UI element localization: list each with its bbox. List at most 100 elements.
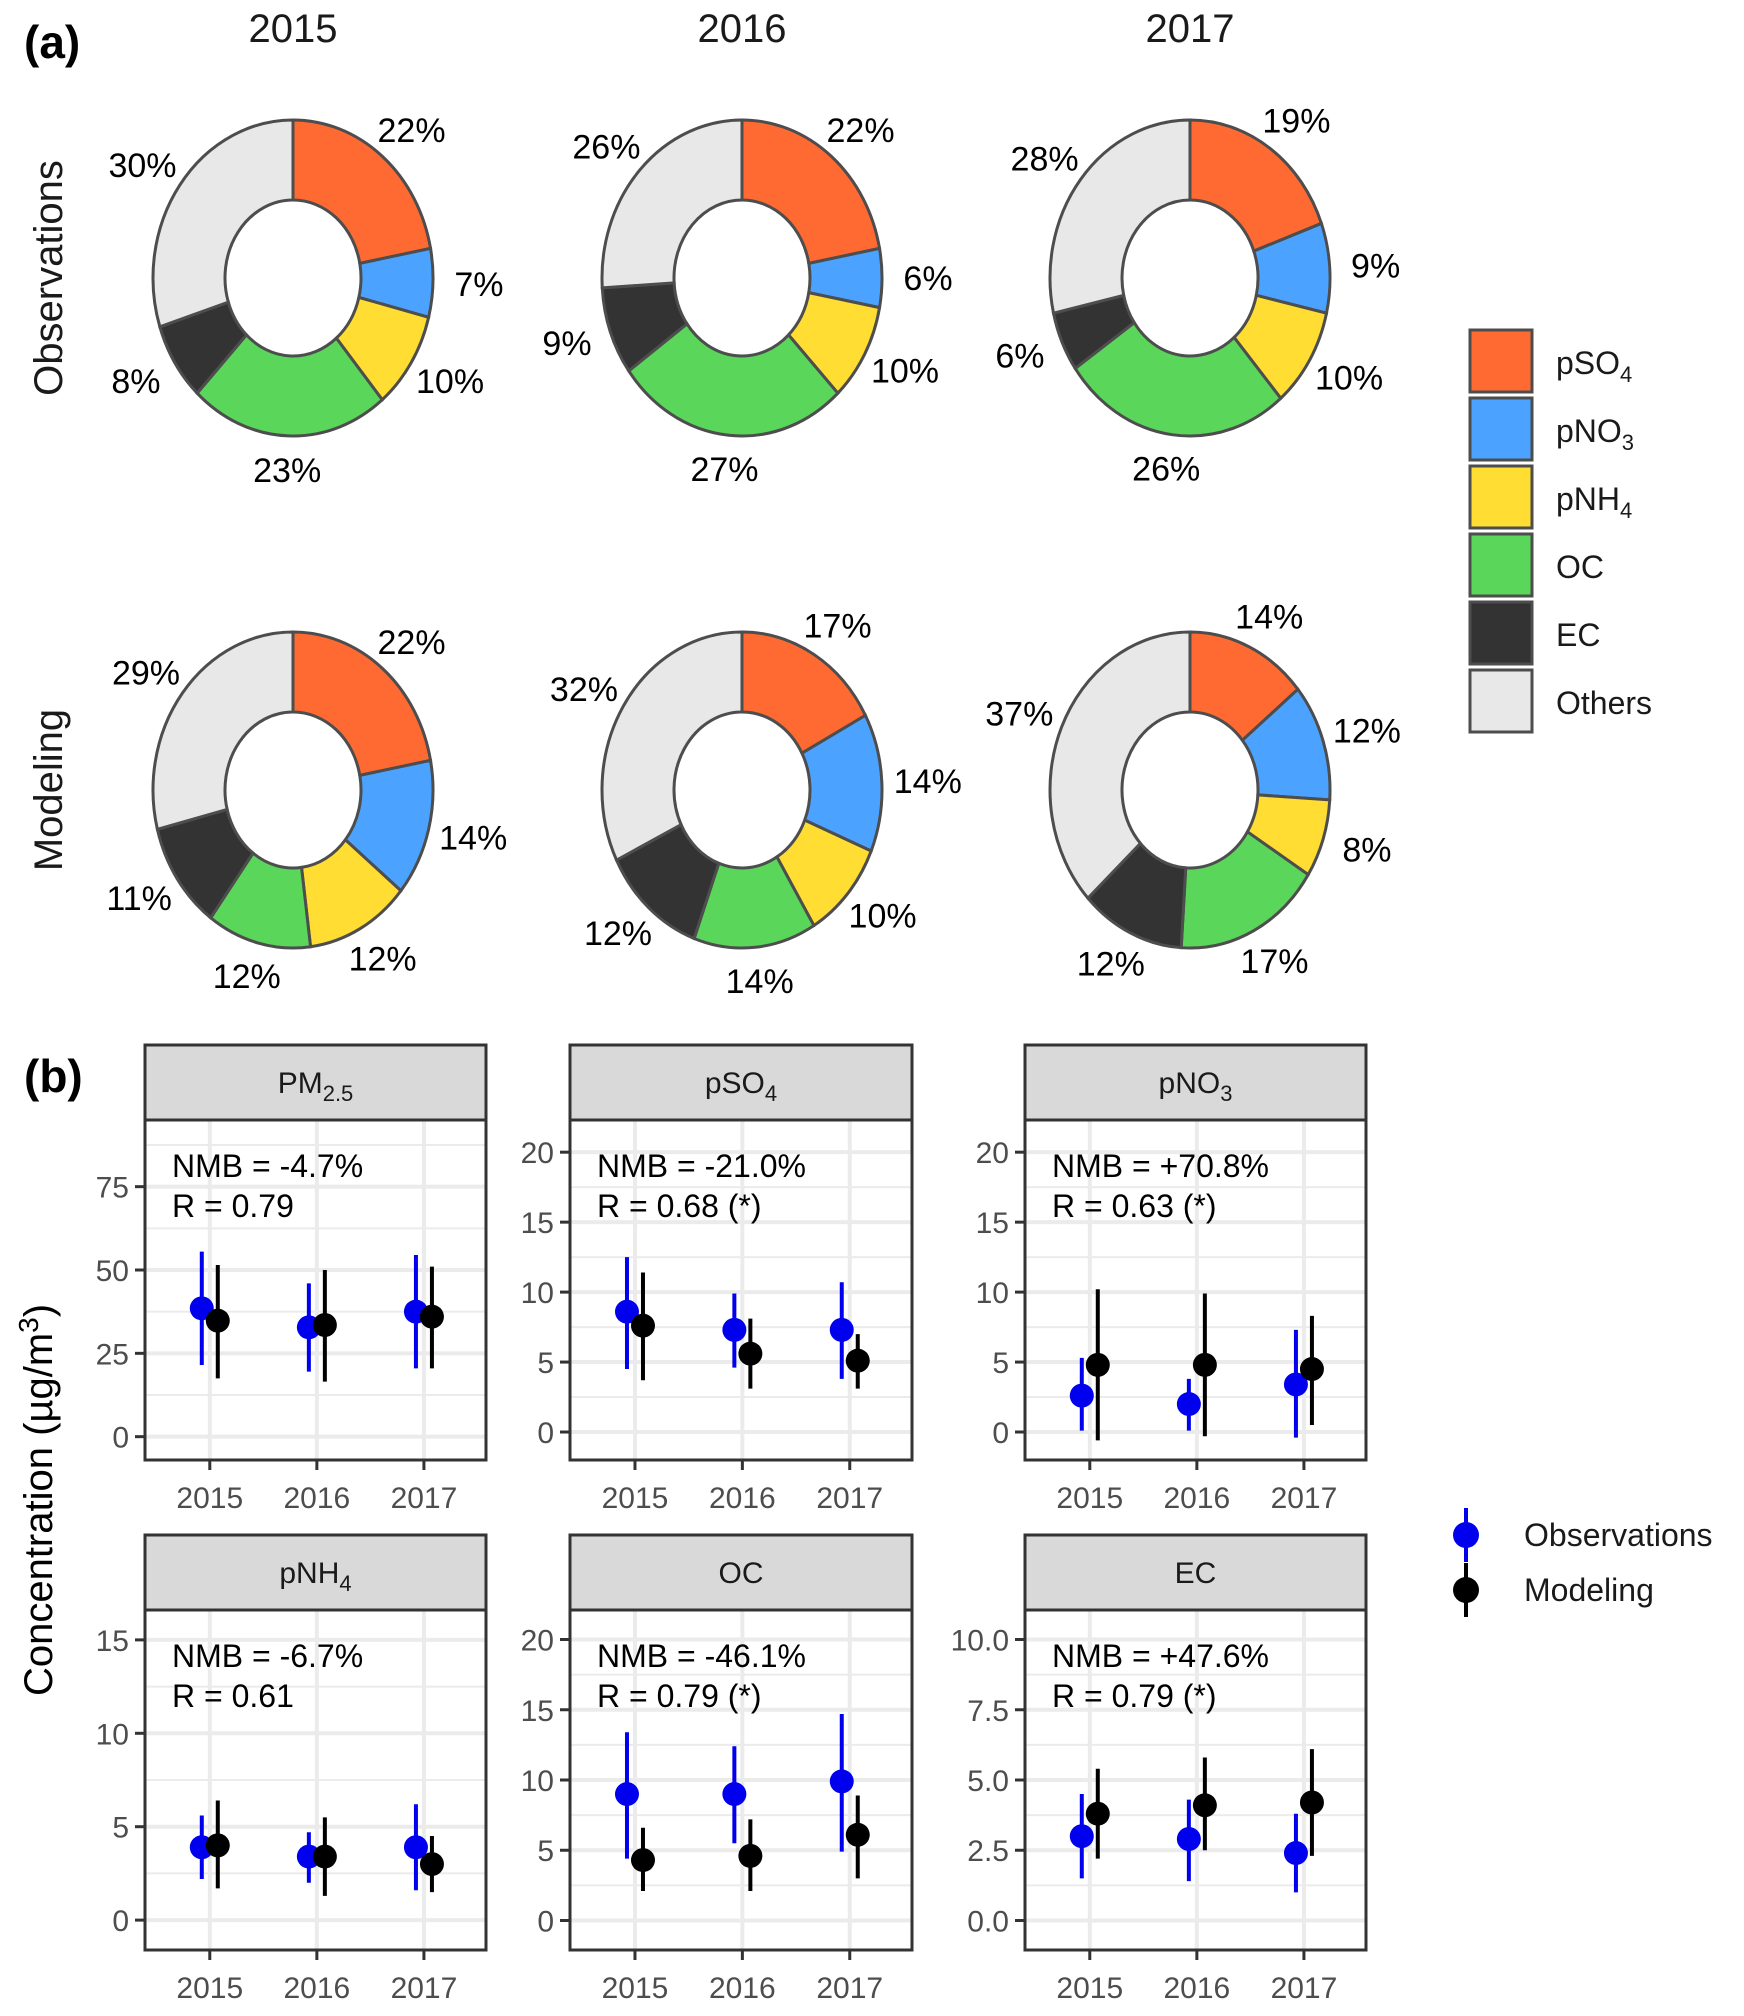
y-tick-label: 5 bbox=[992, 1347, 1009, 1380]
donut-observations-2015: 22% 7% 10% 23% 8% 30% bbox=[108, 112, 503, 490]
slice-label-pSO4: 14% bbox=[1235, 598, 1303, 636]
y-tick-label: 75 bbox=[96, 1172, 129, 1205]
y-tick-label: 10.0 bbox=[951, 1625, 1009, 1658]
x-tick-label: 2017 bbox=[391, 1482, 458, 1515]
x-tick-label: 2016 bbox=[709, 1482, 776, 1515]
point-observations bbox=[722, 1317, 747, 1342]
legend-label-modeling: Modeling bbox=[1524, 1572, 1654, 1608]
legend-label-Others: Others bbox=[1556, 685, 1652, 721]
donut-slice-Others bbox=[151, 630, 295, 832]
slice-label-EC: 8% bbox=[111, 363, 160, 401]
donut-slice-Others bbox=[1048, 630, 1192, 901]
slice-label-pNO3: 9% bbox=[1351, 248, 1400, 286]
donut-slice-pSO4 bbox=[740, 118, 882, 266]
r-annotation: R = 0.61 bbox=[172, 1678, 294, 1714]
x-tick-label: 2017 bbox=[816, 1972, 883, 2005]
legend-label-OC: OC bbox=[1556, 549, 1604, 585]
facet-strip bbox=[143, 1043, 488, 1122]
donut-slice-pSO4 bbox=[291, 630, 433, 778]
legend-label-pSO4: pSO4 bbox=[1556, 345, 1632, 387]
slice-label-OC: 17% bbox=[1240, 943, 1308, 981]
x-tick-label: 2017 bbox=[1271, 1972, 1338, 2005]
panel-border bbox=[568, 1608, 914, 1952]
y-tick-label: 10 bbox=[521, 1765, 554, 1798]
slice-label-pNO3: 12% bbox=[1333, 713, 1401, 751]
point-modeling bbox=[1085, 1352, 1110, 1377]
panel-border bbox=[568, 1118, 914, 1462]
y-tick-label: 10 bbox=[96, 1718, 129, 1751]
point-observations bbox=[829, 1769, 854, 1794]
point-modeling bbox=[419, 1304, 444, 1329]
donut-observations-2017: 19% 9% 10% 26% 6% 28% bbox=[995, 103, 1400, 489]
slice-label-EC: 12% bbox=[1077, 946, 1145, 984]
slice-label-EC: 6% bbox=[995, 338, 1044, 376]
facet-pSO4: pSO4 0 5 10 15 20 2015 2016 2017 NMB = -21.0% R = … bbox=[521, 1043, 914, 1515]
nmb-annotation: NMB = +47.6% bbox=[1052, 1638, 1269, 1674]
point-modeling bbox=[419, 1852, 444, 1877]
facet-pNO3: pNO3 0 5 10 15 20 2015 2016 2017 NMB = +70.8% R = … bbox=[976, 1043, 1368, 1515]
slice-label-pNH4: 10% bbox=[871, 352, 939, 390]
point-observations bbox=[1176, 1392, 1201, 1417]
y-axis-title: Concentration (µg/m3) bbox=[13, 1304, 61, 1696]
slice-label-EC: 12% bbox=[584, 915, 652, 953]
point-observations bbox=[1069, 1383, 1094, 1408]
donut-slice-pSO4 bbox=[1188, 118, 1324, 254]
nmb-annotation: NMB = -46.1% bbox=[597, 1638, 806, 1674]
y-tick-label: 5 bbox=[112, 1812, 129, 1845]
y-tick-label: 20 bbox=[976, 1137, 1009, 1170]
r-annotation: R = 0.68 (*) bbox=[597, 1188, 762, 1224]
y-tick-label: 10 bbox=[521, 1277, 554, 1310]
y-tick-label: 0 bbox=[537, 1905, 554, 1938]
x-tick-label: 2017 bbox=[391, 1972, 458, 2005]
facet-title: pNO3 bbox=[1159, 1067, 1233, 1106]
point-modeling bbox=[738, 1843, 763, 1868]
point-observations bbox=[614, 1782, 639, 1807]
donut-slice-OC bbox=[1073, 320, 1283, 438]
row-title-observations: Observations bbox=[27, 160, 71, 396]
x-tick-label: 2017 bbox=[1271, 1482, 1338, 1515]
slice-label-Others: 32% bbox=[550, 671, 618, 709]
panel-b-label: (b) bbox=[24, 1050, 83, 1102]
x-tick-label: 2015 bbox=[1056, 1972, 1123, 2005]
point-modeling bbox=[312, 1844, 337, 1869]
point-observations bbox=[1283, 1841, 1308, 1866]
slice-label-OC: 12% bbox=[213, 958, 281, 996]
y-tick-label: 5.0 bbox=[967, 1765, 1009, 1798]
slice-label-Others: 26% bbox=[572, 129, 640, 167]
r-annotation: R = 0.79 (*) bbox=[597, 1678, 762, 1714]
facet-title: PM2.5 bbox=[278, 1067, 354, 1106]
slice-label-pSO4: 22% bbox=[378, 112, 446, 150]
point-observations bbox=[614, 1299, 639, 1324]
slice-label-OC: 26% bbox=[1132, 450, 1200, 488]
legend-swatch-pNO3 bbox=[1468, 396, 1534, 462]
donut-slice-Others bbox=[600, 630, 744, 863]
panel-a-label: (a) bbox=[24, 16, 80, 68]
point-observations bbox=[722, 1782, 747, 1807]
panel-border bbox=[143, 1118, 488, 1462]
point-observations bbox=[1283, 1372, 1308, 1397]
facet-title: pSO4 bbox=[705, 1067, 777, 1106]
point-observations bbox=[829, 1317, 854, 1342]
y-tick-label: 0 bbox=[112, 1905, 129, 1938]
point-modeling bbox=[1299, 1790, 1324, 1815]
slice-label-Others: 29% bbox=[112, 654, 180, 692]
donut-grid: 2015 2016 2017 Observations Modeling 22% 7% 10%… bbox=[27, 7, 1401, 1001]
donut-modeling-2016: 17% 14% 10% 14% 12% 32% bbox=[550, 607, 962, 1001]
point-modeling bbox=[205, 1833, 230, 1858]
donut-slice-OC bbox=[195, 332, 385, 438]
facet-strip bbox=[568, 1533, 914, 1612]
point-modeling bbox=[205, 1308, 230, 1333]
x-tick-label: 2015 bbox=[176, 1482, 243, 1515]
legend-point-modeling bbox=[1453, 1577, 1479, 1603]
facet-pNH4: pNH4 0 5 10 15 2015 2016 2017 NMB = -6.7% R = 0.6… bbox=[96, 1533, 488, 2005]
slice-label-pNH4: 10% bbox=[1315, 360, 1383, 398]
slice-label-pSO4: 19% bbox=[1262, 103, 1330, 141]
nmb-annotation: NMB = -21.0% bbox=[597, 1148, 806, 1184]
series-legend: Observations Modeling bbox=[1453, 1508, 1713, 1617]
r-annotation: R = 0.63 (*) bbox=[1052, 1188, 1217, 1224]
row-title-modeling: Modeling bbox=[27, 709, 71, 871]
facet-title: pNH4 bbox=[279, 1557, 351, 1596]
slice-label-pSO4: 17% bbox=[804, 607, 872, 645]
donut-slice-pSO4 bbox=[740, 630, 868, 756]
